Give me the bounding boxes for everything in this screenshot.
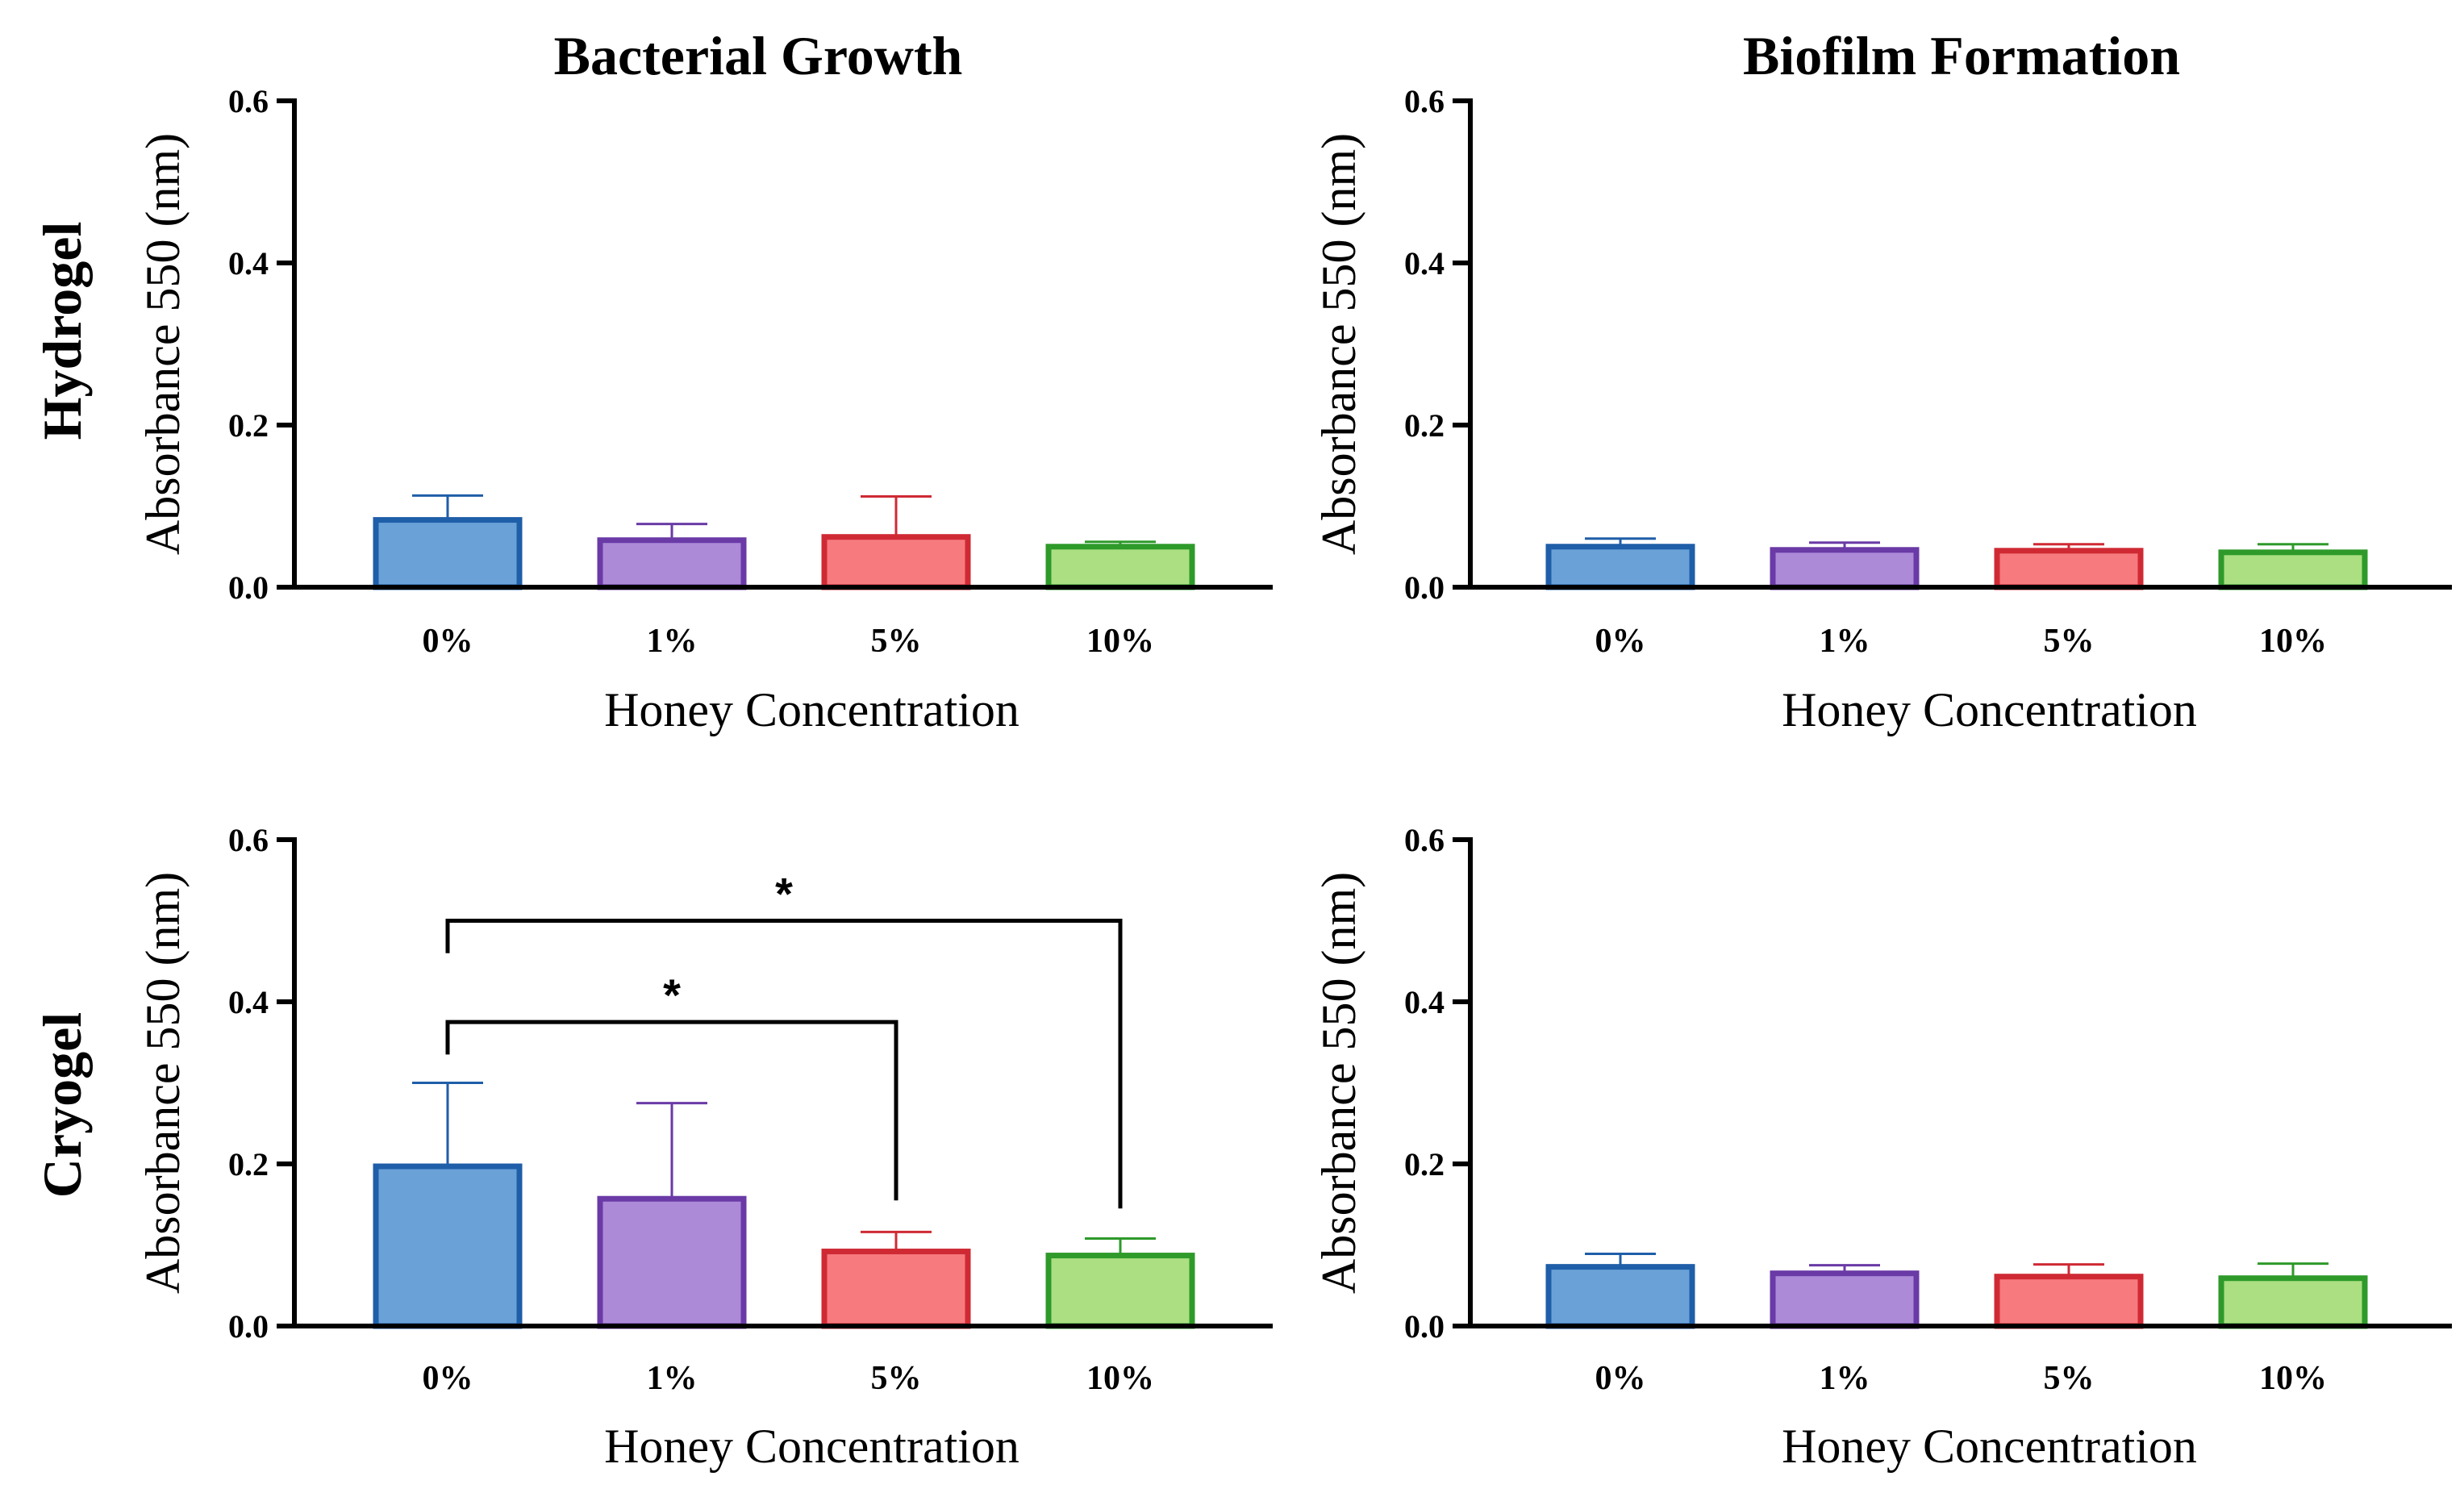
y-tick-label: 0.6 (228, 83, 269, 119)
significance-bracket (445, 1020, 898, 1201)
significance-star: * (663, 970, 681, 1020)
x-tick-label: 1% (1820, 1360, 1870, 1397)
x-tick-label: 0% (423, 1360, 473, 1397)
bar-0pct (373, 1163, 523, 1329)
y-tick-label: 0.0 (228, 569, 269, 606)
bar-5pct (1994, 1274, 2144, 1329)
x-tick-label: 1% (647, 1360, 698, 1397)
x-tick-label: 5% (871, 623, 922, 660)
chart-cryogel-biofilm-formation: 0.0 0.2 0.4 0.6 0% 1% 5% 10% Absorbance 550 (nm)… (1312, 822, 2452, 1473)
x-tick-label: 10% (1086, 1360, 1154, 1397)
y-tick-label: 0.2 (1404, 1146, 1445, 1182)
x-axis-label: Honey Concentration (1782, 683, 2197, 736)
bar-1pct (1770, 1270, 1920, 1329)
bar-0pct (1545, 544, 1695, 590)
y-tick-label: 0.4 (228, 245, 269, 282)
bar-10pct (2218, 1275, 2368, 1329)
bar-0pct (1545, 1264, 1695, 1329)
y-tick-label: 0.0 (1404, 569, 1445, 606)
y-axis-label: Absorbance 550 (nm) (1312, 872, 1365, 1294)
x-axis-label: Honey Concentration (1782, 1420, 2197, 1473)
col-title-biofilm-formation: Biofilm Formation (1743, 25, 2180, 86)
row-label-cryogel: Cryogel (31, 1012, 93, 1198)
y-tick-label: 0.0 (1404, 1308, 1445, 1345)
x-tick-label: 0% (1595, 623, 1646, 660)
y-tick-label: 0.2 (228, 1146, 269, 1182)
bar-5pct (821, 534, 971, 590)
bar-5pct (821, 1249, 971, 1329)
bar-1pct (597, 1195, 747, 1329)
row-label-hydrogel: Hydrogel (31, 222, 93, 440)
y-tick-label: 0.4 (228, 984, 269, 1020)
bar-1pct (1770, 547, 1920, 590)
bar-5pct (1994, 548, 2144, 590)
x-tick-label: 0% (423, 623, 473, 660)
y-tick-label: 0.0 (228, 1308, 269, 1345)
x-tick-label: 10% (2259, 1360, 2327, 1397)
x-tick-label: 1% (647, 623, 698, 660)
y-tick-label: 0.6 (1404, 83, 1445, 119)
y-tick-label: 0.6 (228, 822, 269, 858)
y-tick-label: 0.4 (1404, 984, 1445, 1020)
bar-10pct (1045, 544, 1195, 590)
chart-hydrogel-biofilm-formation: 0.0 0.2 0.4 0.6 0% 1% 5% 10% Absorbance 550 (nm)… (1312, 83, 2452, 736)
y-axis-label: Absorbance 550 (nm) (136, 133, 190, 555)
x-tick-label: 5% (2044, 623, 2095, 660)
x-tick-label: 10% (2259, 623, 2327, 660)
y-axis-label: Absorbance 550 (nm) (1312, 133, 1365, 555)
bar-1pct (597, 537, 747, 590)
bar-10pct (2218, 549, 2368, 590)
y-tick-label: 0.2 (228, 407, 269, 444)
chart-cryogel-bacterial-growth: 0.0 0.2 0.4 0.6 0% 1% 5% 10% Absorbance 550 (nm)… (136, 822, 1273, 1473)
y-tick-label: 0.2 (1404, 407, 1445, 444)
y-tick-label: 0.6 (1404, 822, 1445, 858)
x-tick-label: 5% (871, 1360, 922, 1397)
x-axis-label: Honey Concentration (604, 683, 1019, 736)
col-title-bacterial-growth: Bacterial Growth (554, 25, 963, 86)
bar-10pct (1045, 1253, 1195, 1329)
x-tick-label: 5% (2044, 1360, 2095, 1397)
significance-star: * (775, 869, 793, 920)
x-tick-label: 1% (1820, 623, 1870, 660)
y-tick-label: 0.4 (1404, 245, 1445, 282)
bar-0pct (373, 517, 523, 590)
x-tick-label: 0% (1595, 1360, 1646, 1397)
x-axis-label: Honey Concentration (604, 1420, 1019, 1473)
significance-bracket (445, 919, 1123, 1209)
x-tick-label: 10% (1086, 623, 1154, 660)
y-axis-label: Absorbance 550 (nm) (136, 872, 190, 1294)
chart-hydrogel-bacterial-growth: 0.0 0.2 0.4 0.6 0% 1% 5% 10% Absorbance 550 (nm)… (136, 83, 1273, 736)
